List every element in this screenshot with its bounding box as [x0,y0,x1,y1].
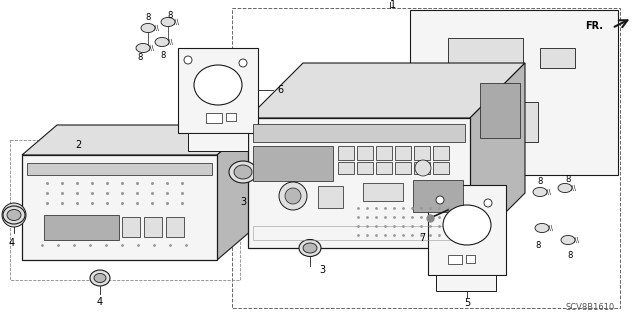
Text: FR.: FR. [585,21,603,31]
Bar [448,38,523,66]
Bar [376,162,392,174]
Bar [448,75,508,97]
Bar [232,8,620,308]
Bar [466,255,475,263]
Bar [413,180,463,212]
Polygon shape [436,275,496,291]
Bar [22,155,217,260]
Text: 4: 4 [97,297,103,307]
Text: 8: 8 [565,175,571,184]
Bar [206,113,222,123]
Bar [248,118,470,248]
Text: 7: 7 [419,233,425,243]
Polygon shape [22,125,252,155]
Polygon shape [470,63,525,248]
Bar [414,146,430,160]
Ellipse shape [194,65,242,105]
Text: 1: 1 [390,0,396,10]
Bar [166,217,184,237]
Text: 6: 6 [277,85,283,95]
Ellipse shape [535,223,549,233]
Bar [253,146,333,181]
Bar [363,183,403,201]
Bar [318,186,343,208]
Text: 3: 3 [240,197,246,207]
Ellipse shape [303,243,317,253]
Ellipse shape [136,43,150,53]
Ellipse shape [7,210,21,220]
Circle shape [239,59,247,67]
Circle shape [484,199,492,207]
Circle shape [436,196,444,204]
Text: 4: 4 [9,238,15,248]
Bar [44,215,119,240]
Bar [253,226,465,240]
Text: 8: 8 [535,241,541,249]
Bar [122,217,140,237]
Text: 8: 8 [538,177,543,187]
Polygon shape [248,63,525,118]
Bar [338,162,354,174]
Ellipse shape [155,37,169,47]
Bar [480,83,520,138]
Polygon shape [217,125,252,260]
Circle shape [2,203,26,227]
Ellipse shape [141,24,155,33]
Ellipse shape [161,18,175,26]
Bar [226,113,236,121]
Text: 8: 8 [167,11,173,19]
Text: 5: 5 [464,298,470,308]
Bar [338,146,354,160]
Text: 8: 8 [145,13,150,23]
Circle shape [279,182,307,210]
Polygon shape [410,10,618,175]
Text: SCV8B1610: SCV8B1610 [565,303,614,313]
Bar [357,162,373,174]
Bar [540,48,575,68]
Circle shape [184,56,192,64]
Bar [10,140,240,280]
Bar [253,124,465,142]
Bar [428,185,506,275]
Ellipse shape [90,270,110,286]
Circle shape [415,160,431,176]
Circle shape [8,209,20,221]
Bar [448,255,462,264]
Bar [395,162,411,174]
Bar [178,48,258,133]
Ellipse shape [234,165,252,179]
Text: 8: 8 [138,53,143,62]
Circle shape [285,188,301,204]
Ellipse shape [443,205,491,245]
Bar [448,102,538,142]
Bar [357,146,373,160]
Text: 2: 2 [75,140,81,150]
Bar [395,146,411,160]
Ellipse shape [229,161,257,183]
Ellipse shape [561,235,575,245]
Ellipse shape [299,240,321,256]
Polygon shape [188,133,248,151]
Ellipse shape [3,206,25,224]
Bar [376,146,392,160]
Bar [27,163,212,175]
Text: 8: 8 [567,250,573,259]
Bar [144,217,162,237]
Bar [414,162,430,174]
Bar [433,146,449,160]
Bar [433,162,449,174]
Ellipse shape [533,188,547,197]
Text: 8: 8 [160,50,166,60]
Ellipse shape [558,183,572,193]
Text: 3: 3 [319,265,325,275]
Ellipse shape [94,273,106,283]
